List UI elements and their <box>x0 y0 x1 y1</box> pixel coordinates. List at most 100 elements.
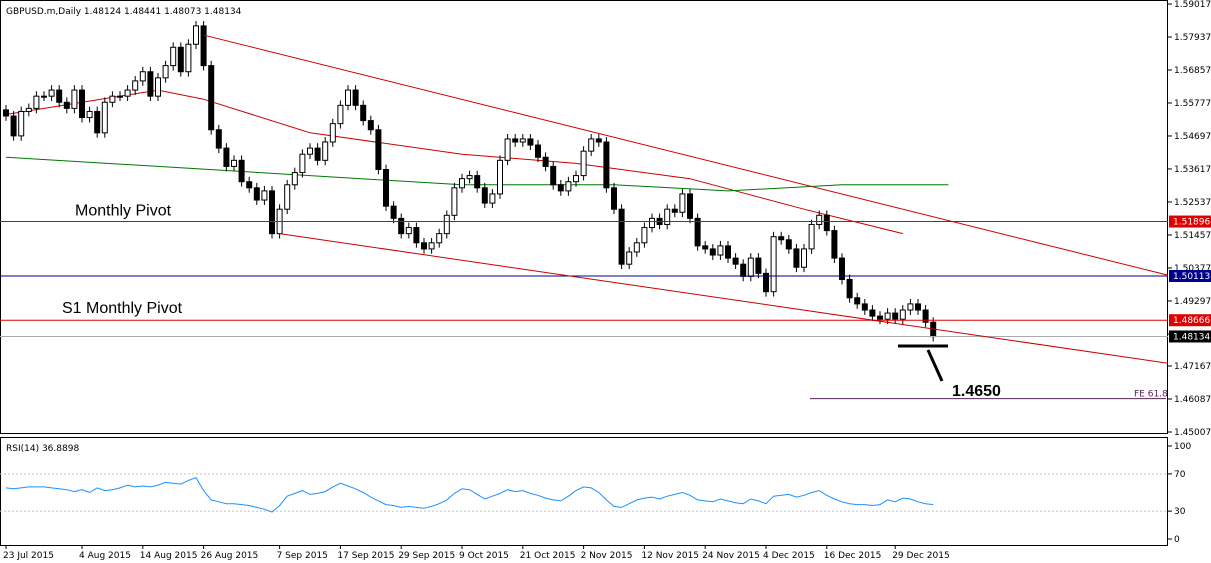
price-tick-label: 1.52537 <box>1174 198 1211 208</box>
candle-body <box>162 65 169 79</box>
candle <box>41 91 47 102</box>
candle-body <box>124 89 131 97</box>
candle <box>215 124 222 153</box>
candle <box>253 182 260 205</box>
candle-body <box>155 77 161 97</box>
candle <box>671 204 678 218</box>
candle <box>778 231 785 245</box>
candle-body <box>732 257 739 265</box>
candle <box>18 106 25 141</box>
candle-body <box>618 208 625 265</box>
candle-body <box>101 101 108 134</box>
candle-body <box>595 138 602 143</box>
candle-body <box>861 303 868 311</box>
candle <box>117 91 123 102</box>
candle <box>314 143 321 166</box>
candle-body <box>215 129 222 149</box>
candle <box>367 115 374 135</box>
candle-body <box>109 95 116 103</box>
date-label: 16 Dec 2015 <box>824 551 882 561</box>
candle-body <box>193 25 199 45</box>
price-tick-label: 1.55777 <box>1174 99 1211 109</box>
candle <box>732 253 739 270</box>
candle-body <box>390 205 397 219</box>
price-tag-label: 1.50113 <box>1173 272 1210 282</box>
candle <box>717 240 724 260</box>
main-panel-frame <box>0 0 1168 434</box>
candle <box>71 85 78 114</box>
price-plot-area <box>0 21 1168 400</box>
rsi-plot-area <box>0 473 1168 513</box>
candle-body <box>899 309 906 320</box>
candle-body <box>763 272 769 293</box>
candle <box>839 253 845 285</box>
candle <box>3 105 9 121</box>
candle-body <box>238 159 245 183</box>
candle-body <box>504 138 511 161</box>
candle <box>101 97 108 138</box>
candle <box>808 219 815 254</box>
candle-body <box>132 80 139 91</box>
candle-body <box>428 242 435 250</box>
candle-body <box>785 239 792 250</box>
candle-body <box>360 104 367 122</box>
candle-body <box>481 187 488 204</box>
candle-body <box>474 175 481 189</box>
candle <box>10 111 17 141</box>
candle <box>481 182 488 208</box>
candle <box>375 124 382 175</box>
candle-body <box>611 187 617 210</box>
candle-body <box>246 181 253 189</box>
candle-body <box>709 248 716 256</box>
candle <box>390 201 397 224</box>
candle-body <box>641 227 648 244</box>
candle <box>550 161 557 190</box>
candle <box>915 299 921 315</box>
candle <box>177 42 184 77</box>
candle <box>413 222 420 248</box>
candle <box>63 97 70 114</box>
candle-body <box>436 233 443 244</box>
candle <box>618 204 625 270</box>
candle <box>641 222 648 248</box>
candle-body <box>18 110 25 137</box>
candle <box>79 85 85 123</box>
candle <box>421 237 427 254</box>
trend-line-1 <box>203 34 1168 276</box>
candle-body <box>725 245 731 259</box>
candle-body <box>383 168 389 207</box>
candle-body <box>261 190 268 201</box>
trend-line-2 <box>279 233 1168 364</box>
rsi-line <box>5 476 934 513</box>
candle-body <box>329 123 336 143</box>
candle-body <box>687 193 693 219</box>
candle <box>763 268 769 297</box>
candle <box>877 311 883 325</box>
candle-body <box>177 46 184 73</box>
candle-body <box>223 147 230 167</box>
candle <box>436 228 443 248</box>
candle-body <box>747 257 754 277</box>
candle-body <box>565 181 572 192</box>
candle-body <box>588 138 595 152</box>
price-tick-label: 1.53617 <box>1174 165 1211 175</box>
candle <box>709 244 716 260</box>
date-label: 7 Sep 2015 <box>277 551 328 561</box>
candle-body <box>823 214 830 232</box>
candle <box>360 100 367 126</box>
candle-body <box>778 236 785 241</box>
candle <box>352 85 359 111</box>
price-tag-label: 1.48666 <box>1173 316 1210 326</box>
date-label: 9 Oct 2015 <box>459 551 509 561</box>
candle-body <box>877 315 883 320</box>
candle-body <box>147 71 154 97</box>
candle <box>307 143 313 160</box>
candle-body <box>139 71 146 82</box>
candle <box>588 134 595 157</box>
rsi-label: RSI(14) 36.8898 <box>6 444 79 454</box>
candle-body <box>413 227 420 244</box>
candle-body <box>170 46 177 67</box>
candle <box>793 244 800 273</box>
candle <box>322 137 329 166</box>
